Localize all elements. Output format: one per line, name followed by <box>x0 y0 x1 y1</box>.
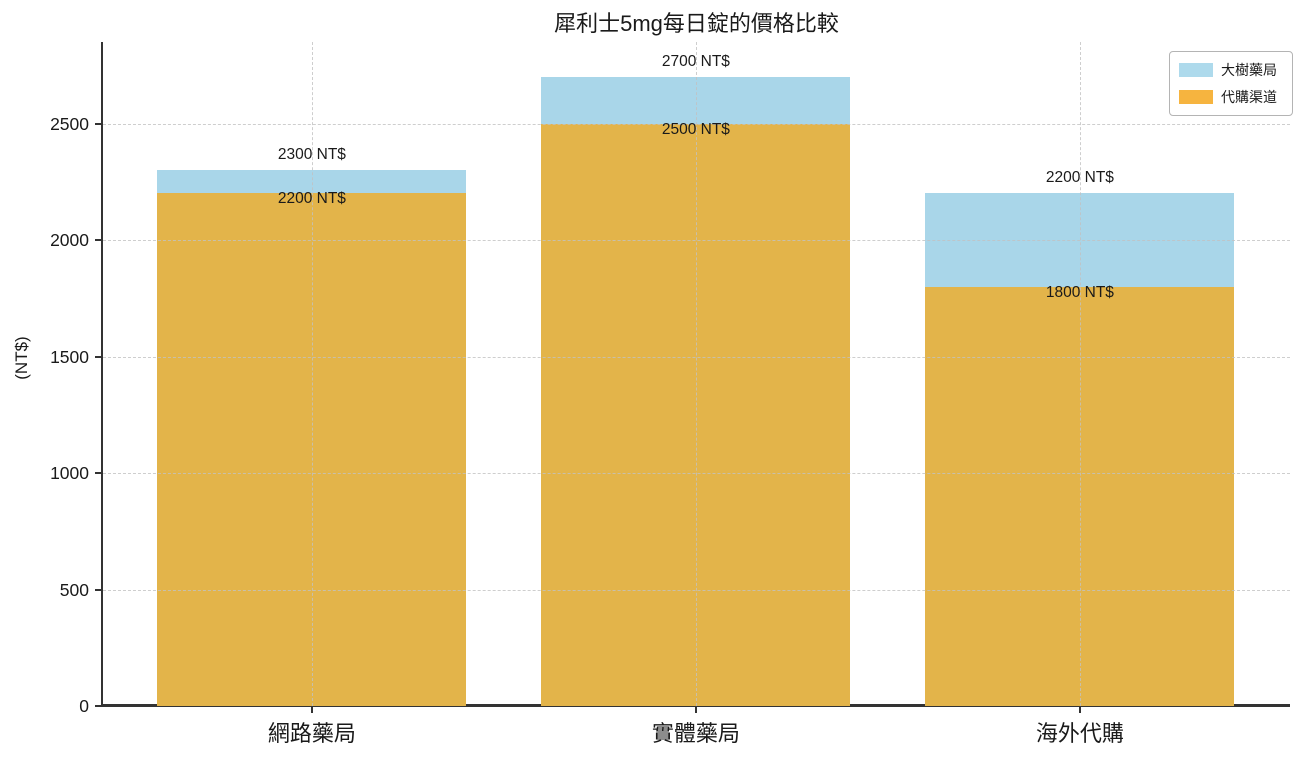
x-tick-label: 海外代購 <box>1035 721 1124 746</box>
chart-title: 犀利士5mg每日錠的價格比較 <box>554 11 839 36</box>
legend-swatch-daigou-channel <box>1179 90 1213 104</box>
y-tick-mark <box>95 472 102 475</box>
legend-entry-daigou-channel: 代購渠道 <box>1179 87 1283 107</box>
bar-value-label-s0-c0: 2300 NT$ <box>277 146 346 164</box>
y-tick-label: 2000 <box>50 230 89 251</box>
y-axis-spine <box>101 42 103 706</box>
x-tick-mark <box>694 706 697 713</box>
legend-label-tree-pharmacy: 大樹藥局 <box>1221 62 1277 78</box>
legend-swatch-tree-pharmacy <box>1179 63 1213 77</box>
bar-value-label-s0-c2: 2200 NT$ <box>1045 169 1114 187</box>
y-tick-label: 1000 <box>50 463 89 484</box>
bar-value-label-s1-c2: 1800 NT$ <box>1045 283 1114 301</box>
x-tick-label: 網路藥局 <box>267 721 356 746</box>
y-tick-mark <box>95 122 102 125</box>
legend: 大樹藥局 代購渠道 <box>1169 51 1293 116</box>
y-tick-label: 0 <box>79 696 89 716</box>
bar-value-label-s0-c1: 2700 NT$ <box>661 52 730 70</box>
bar-value-label-s1-c0: 2200 NT$ <box>277 190 346 208</box>
v-gridline <box>311 42 313 706</box>
y-tick-label: 1500 <box>50 346 89 367</box>
y-tick-label: 2500 <box>50 113 89 134</box>
y-tick-mark <box>95 239 102 242</box>
bar-value-label-s1-c1: 2500 NT$ <box>661 120 730 138</box>
y-tick-mark <box>95 705 102 707</box>
v-gridline <box>695 42 697 706</box>
x-tick-label: 實體藥局 <box>651 721 740 746</box>
plot-area: 2300 NT$ 2700 NT$ 2200 NT$ 2200 NT$ 2500 NT$… <box>103 42 1290 706</box>
x-tick-mark <box>1078 706 1081 713</box>
legend-label-daigou-channel: 代購渠道 <box>1221 89 1277 105</box>
y-tick-mark <box>95 588 102 591</box>
x-tick-mark <box>310 706 313 713</box>
y-tick-mark <box>95 355 102 358</box>
legend-entry-tree-pharmacy: 大樹藥局 <box>1179 60 1283 80</box>
v-gridline <box>1079 42 1081 706</box>
y-tick-label: 500 <box>59 579 89 600</box>
